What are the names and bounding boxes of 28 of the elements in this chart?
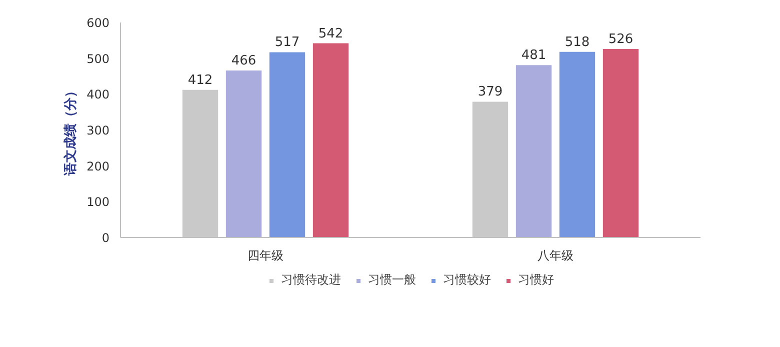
data-label: 379 xyxy=(478,84,503,100)
x-tick-label: 四年级 xyxy=(248,248,284,262)
legend-label: 习惯好 xyxy=(518,272,554,288)
data-label: 518 xyxy=(564,34,590,50)
data-label: 466 xyxy=(231,54,256,69)
data-label: 481 xyxy=(521,48,546,64)
bar xyxy=(559,52,596,238)
y-tick-label: 500 xyxy=(86,52,110,66)
data-label: 526 xyxy=(608,32,634,48)
x-tick-label: 八年级 xyxy=(538,248,574,262)
legend-label: 习惯较好 xyxy=(443,272,491,288)
y-tick-label: 100 xyxy=(86,195,110,210)
legend-label: 习惯待改进 xyxy=(281,272,341,288)
data-label: 542 xyxy=(318,26,344,42)
y-tick-label: 0 xyxy=(102,231,110,245)
bar xyxy=(269,52,306,238)
data-label: 517 xyxy=(274,35,300,50)
data-label: 412 xyxy=(188,72,213,88)
y-tick-label: 400 xyxy=(86,88,110,102)
bar xyxy=(602,49,639,238)
y-tick-label: 300 xyxy=(86,124,110,138)
y-tick-label: 600 xyxy=(86,16,110,30)
bar xyxy=(516,65,552,238)
y-tick-label: 200 xyxy=(86,159,110,174)
bar xyxy=(312,43,349,238)
bar xyxy=(226,70,262,238)
y-axis-title: 语文成绩（分） xyxy=(62,84,79,176)
legend-label: 习惯一般 xyxy=(368,272,416,288)
